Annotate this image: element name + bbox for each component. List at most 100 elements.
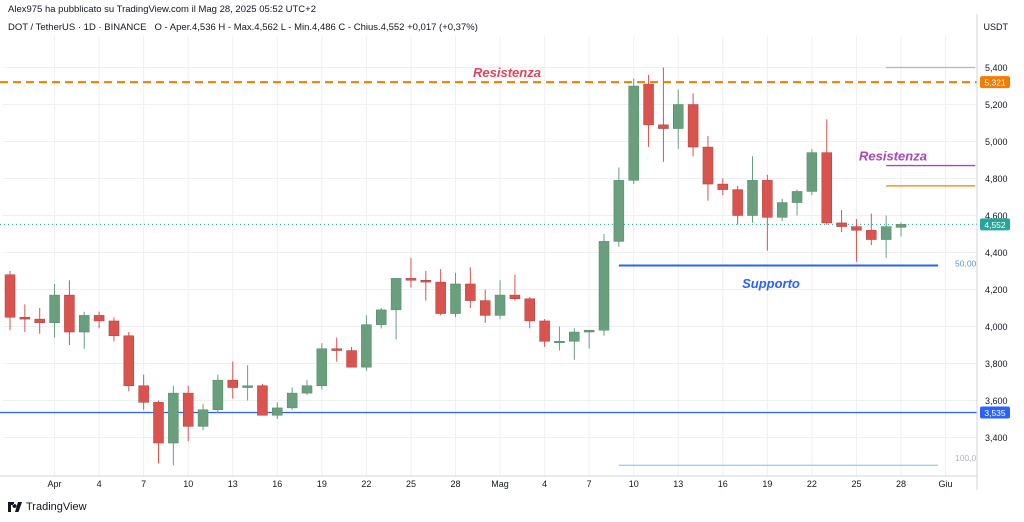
y-tick-label: 4,000 [985,322,1008,332]
tradingview-logo-icon [8,502,22,512]
candle-body [613,180,625,242]
candle[interactable] [494,280,506,320]
candle[interactable] [539,319,550,347]
candle[interactable] [598,234,610,336]
candle[interactable] [19,304,31,333]
candle-body [895,224,907,228]
candle[interactable] [747,156,758,223]
candle-body [658,124,669,129]
candle[interactable] [197,404,209,431]
candle-body [376,309,387,325]
x-tick-label: 25 [851,479,861,489]
candle[interactable] [227,361,238,399]
candle[interactable] [866,213,877,246]
candle[interactable] [212,374,224,414]
candle[interactable] [390,278,402,340]
candle-body [509,294,521,299]
candle-body [123,335,135,386]
candle[interactable] [658,67,669,162]
candle[interactable] [153,400,164,464]
x-tick-label: 4 [542,479,547,489]
candle[interactable] [465,267,476,308]
candle[interactable] [49,283,60,338]
price-axis: 3,400 3,600 3,800 4,000 4,200 4,400 4,600 4,800… [976,14,1010,490]
annotation-label[interactable]: Supporto [742,276,800,291]
candle-body [257,385,268,416]
candle[interactable] [509,274,521,301]
y-tick-label: 4,400 [985,248,1008,258]
candle-body [583,329,595,333]
candle[interactable] [687,93,699,157]
candle-body [390,278,402,311]
candle[interactable] [331,337,342,362]
candle[interactable] [108,317,120,342]
grid-layer [3,36,977,476]
candle[interactable] [643,74,654,148]
candle[interactable] [583,329,595,349]
candle[interactable] [569,328,580,360]
candle[interactable] [776,198,788,222]
candle[interactable] [628,78,639,185]
candle-body [331,348,342,351]
candle-body [762,180,773,218]
candle-body [19,317,31,320]
candle[interactable] [762,174,773,251]
candle[interactable] [93,311,105,329]
candle[interactable] [301,380,313,395]
x-tick-label: 19 [762,479,772,489]
candle[interactable] [361,315,372,371]
candle[interactable] [123,332,135,392]
candle[interactable] [851,219,862,262]
y-tick-label: 4,600 [985,211,1008,221]
candle[interactable] [880,215,892,259]
candle-body [450,283,461,314]
candle[interactable] [806,148,818,196]
symbol-info: DOT / TetherUS · 1D · BINANCE O - Aper.4,… [8,22,478,33]
candle[interactable] [168,385,179,466]
candle[interactable] [64,280,75,345]
candle[interactable] [613,167,625,247]
candle[interactable] [479,289,491,323]
candle[interactable] [791,189,803,216]
candle[interactable] [821,119,832,225]
candle[interactable] [34,308,45,334]
annotation-label[interactable]: Resistenza [859,148,927,163]
candle[interactable] [836,209,847,233]
x-tick-label: 4 [97,479,102,489]
candle-body [851,226,862,231]
candle[interactable] [435,269,446,316]
candle[interactable] [376,308,387,329]
candle-body [435,281,446,314]
symbol-name[interactable]: DOT / TetherUS · 1D · BINANCE [8,22,147,33]
candle[interactable] [895,222,907,237]
currency-label[interactable]: USDT [983,22,1009,32]
annotation-label[interactable]: Resistenza [473,65,541,80]
candle[interactable] [554,326,565,351]
candle[interactable] [346,346,357,368]
y-tick-label: 5,200 [985,100,1008,110]
candle[interactable] [524,296,535,329]
candle[interactable] [702,135,714,201]
candle[interactable] [242,365,253,401]
candle[interactable] [420,271,432,301]
candle[interactable] [405,258,417,288]
candle[interactable] [717,178,729,196]
candle[interactable] [138,374,149,410]
horizontal-lines-layer [0,66,977,466]
candle[interactable] [286,387,298,410]
candle[interactable] [673,89,684,149]
footer-brand[interactable]: TradingView [8,501,87,513]
candle-body [361,324,372,368]
candle[interactable] [257,383,268,416]
candle-body [182,392,194,427]
candle[interactable] [450,272,461,318]
candle[interactable] [732,185,743,225]
candle[interactable] [79,311,90,349]
candle[interactable] [4,271,16,331]
candle[interactable] [182,385,194,442]
candle[interactable] [316,343,328,390]
candle[interactable] [272,402,283,419]
candle-body [836,222,847,227]
